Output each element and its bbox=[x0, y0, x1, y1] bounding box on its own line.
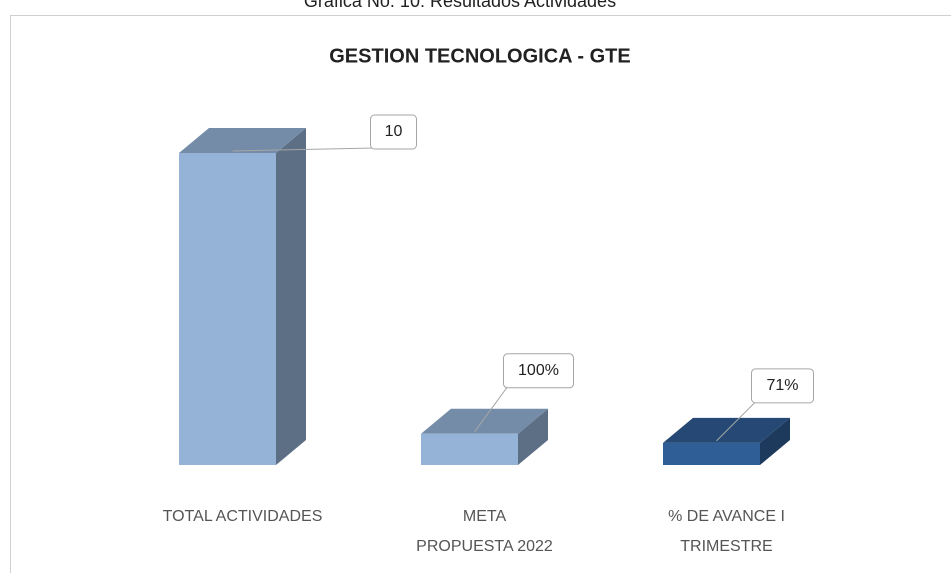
data-label: 100% bbox=[518, 362, 559, 379]
bar bbox=[179, 153, 276, 465]
label-box bbox=[751, 368, 814, 404]
label-box bbox=[503, 353, 574, 389]
bar-top bbox=[179, 128, 306, 153]
data-label: 71% bbox=[766, 377, 798, 394]
chart-frame bbox=[10, 15, 951, 573]
bar-top bbox=[421, 408, 548, 434]
x-tick-label: % DE AVANCE I TRIMESTRE bbox=[668, 508, 785, 555]
x-tick-label: TOTAL ACTIVIDADES bbox=[162, 508, 323, 525]
bar bbox=[663, 442, 760, 465]
data-label: 10 bbox=[385, 123, 403, 140]
bar-side bbox=[760, 417, 790, 465]
leader-line bbox=[232, 147, 375, 152]
chart-title: GESTION TECNOLOGICA - GTE bbox=[329, 45, 630, 67]
leader-line bbox=[474, 386, 508, 433]
bar-side bbox=[518, 408, 548, 465]
bar bbox=[421, 433, 518, 465]
x-tick-label: META PROPUESTA 2022 bbox=[416, 508, 553, 555]
bar-side bbox=[276, 128, 306, 465]
leader-line bbox=[716, 401, 756, 442]
label-box bbox=[370, 114, 417, 150]
caption: Gráfica No. 10: Resultados Actividades bbox=[304, 0, 616, 11]
